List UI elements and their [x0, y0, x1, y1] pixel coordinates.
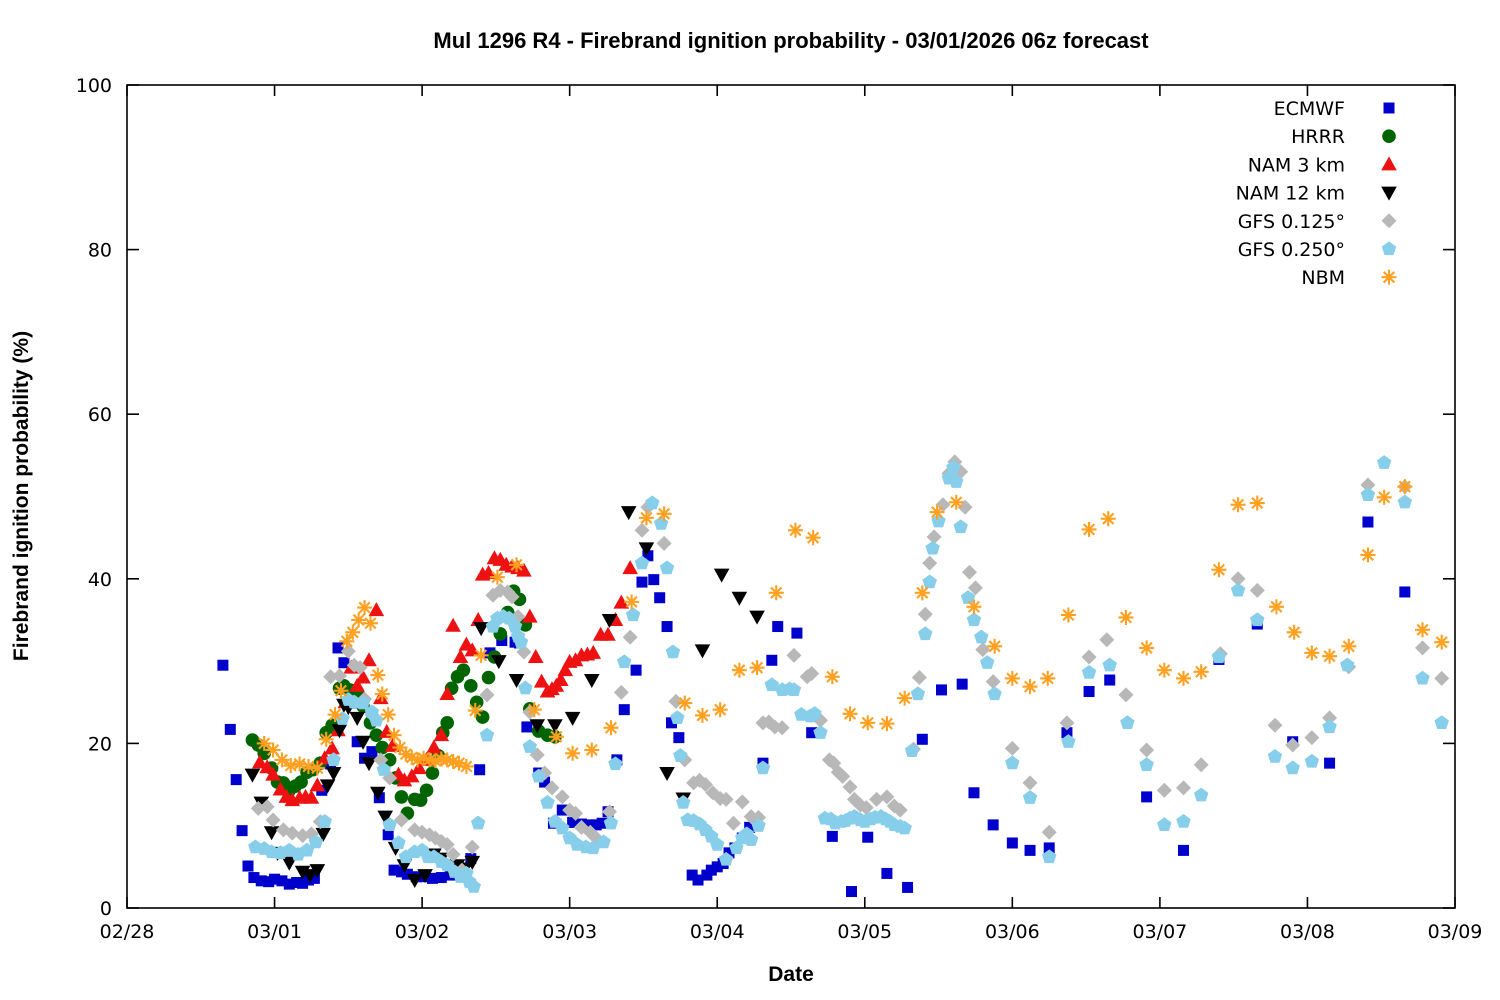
series-gfs-0-250 — [248, 455, 1449, 893]
ecmwf-marker-icon — [1383, 102, 1395, 114]
nam-3-km-marker-icon — [1381, 156, 1397, 171]
nam-12-km-marker-icon — [1381, 186, 1397, 201]
y-tick-label: 40 — [88, 569, 112, 591]
x-axis-label: Date — [768, 963, 814, 986]
chart-title: Mul 1296 R4 - Firebrand ignition probabi… — [433, 28, 1149, 53]
legend-item-nam-12-km: NAM 12 km — [1236, 183, 1397, 205]
x-tick-label: 03/01 — [247, 921, 302, 943]
y-tick-label: 20 — [88, 733, 112, 755]
x-tick-label: 03/04 — [690, 921, 745, 943]
legend-item-nbm: NBM — [1301, 267, 1397, 289]
gfs-0-250-marker-icon — [1381, 241, 1397, 256]
y-tick-label: 60 — [88, 404, 112, 426]
y-tick-label: 0 — [100, 898, 112, 920]
x-tick-label: 03/06 — [985, 921, 1040, 943]
gfs-0-125-marker-icon — [1381, 213, 1397, 229]
legend-label: HRRR — [1291, 126, 1345, 148]
legend-label: GFS 0.125° — [1238, 211, 1345, 233]
x-tick-label: 03/09 — [1428, 921, 1483, 943]
legend-item-gfs-0-125: GFS 0.125° — [1238, 211, 1397, 233]
y-tick-label: 100 — [76, 75, 112, 97]
y-axis-label: Firebrand ignition probability (%) — [10, 331, 33, 661]
legend: ECMWF HRRR NAM 3 km NAM 12 km GFS 0.125° GFS … — [1236, 98, 1397, 289]
axes: 02/28 03/01 03/02 03/03 03/04 03/05 03/06 03/07… — [76, 75, 1483, 943]
legend-item-nam-3-km: NAM 3 km — [1248, 154, 1397, 176]
legend-label: NAM 12 km — [1236, 183, 1345, 205]
legend-label: NAM 3 km — [1248, 154, 1345, 176]
legend-item-ecmwf: ECMWF — [1274, 98, 1395, 120]
hrrr-marker-icon — [1382, 129, 1396, 143]
x-tick-label: 03/05 — [837, 921, 892, 943]
x-tick-label: 03/03 — [542, 921, 597, 943]
legend-item-hrrr: HRRR — [1291, 126, 1396, 148]
legend-label: GFS 0.250° — [1238, 239, 1345, 261]
legend-item-gfs-0-250: GFS 0.250° — [1238, 239, 1397, 261]
series-nbm — [256, 479, 1450, 776]
y-tick-label: 80 — [88, 240, 112, 262]
x-tick-label: 03/07 — [1133, 921, 1188, 943]
legend-label: NBM — [1301, 267, 1345, 289]
x-tick-label: 03/02 — [395, 921, 450, 943]
x-tick-label: 02/28 — [100, 921, 155, 943]
legend-label: ECMWF — [1274, 98, 1345, 120]
data-points — [217, 454, 1450, 898]
x-tick-label: 03/08 — [1280, 921, 1335, 943]
nbm-marker-icon — [1381, 269, 1397, 285]
